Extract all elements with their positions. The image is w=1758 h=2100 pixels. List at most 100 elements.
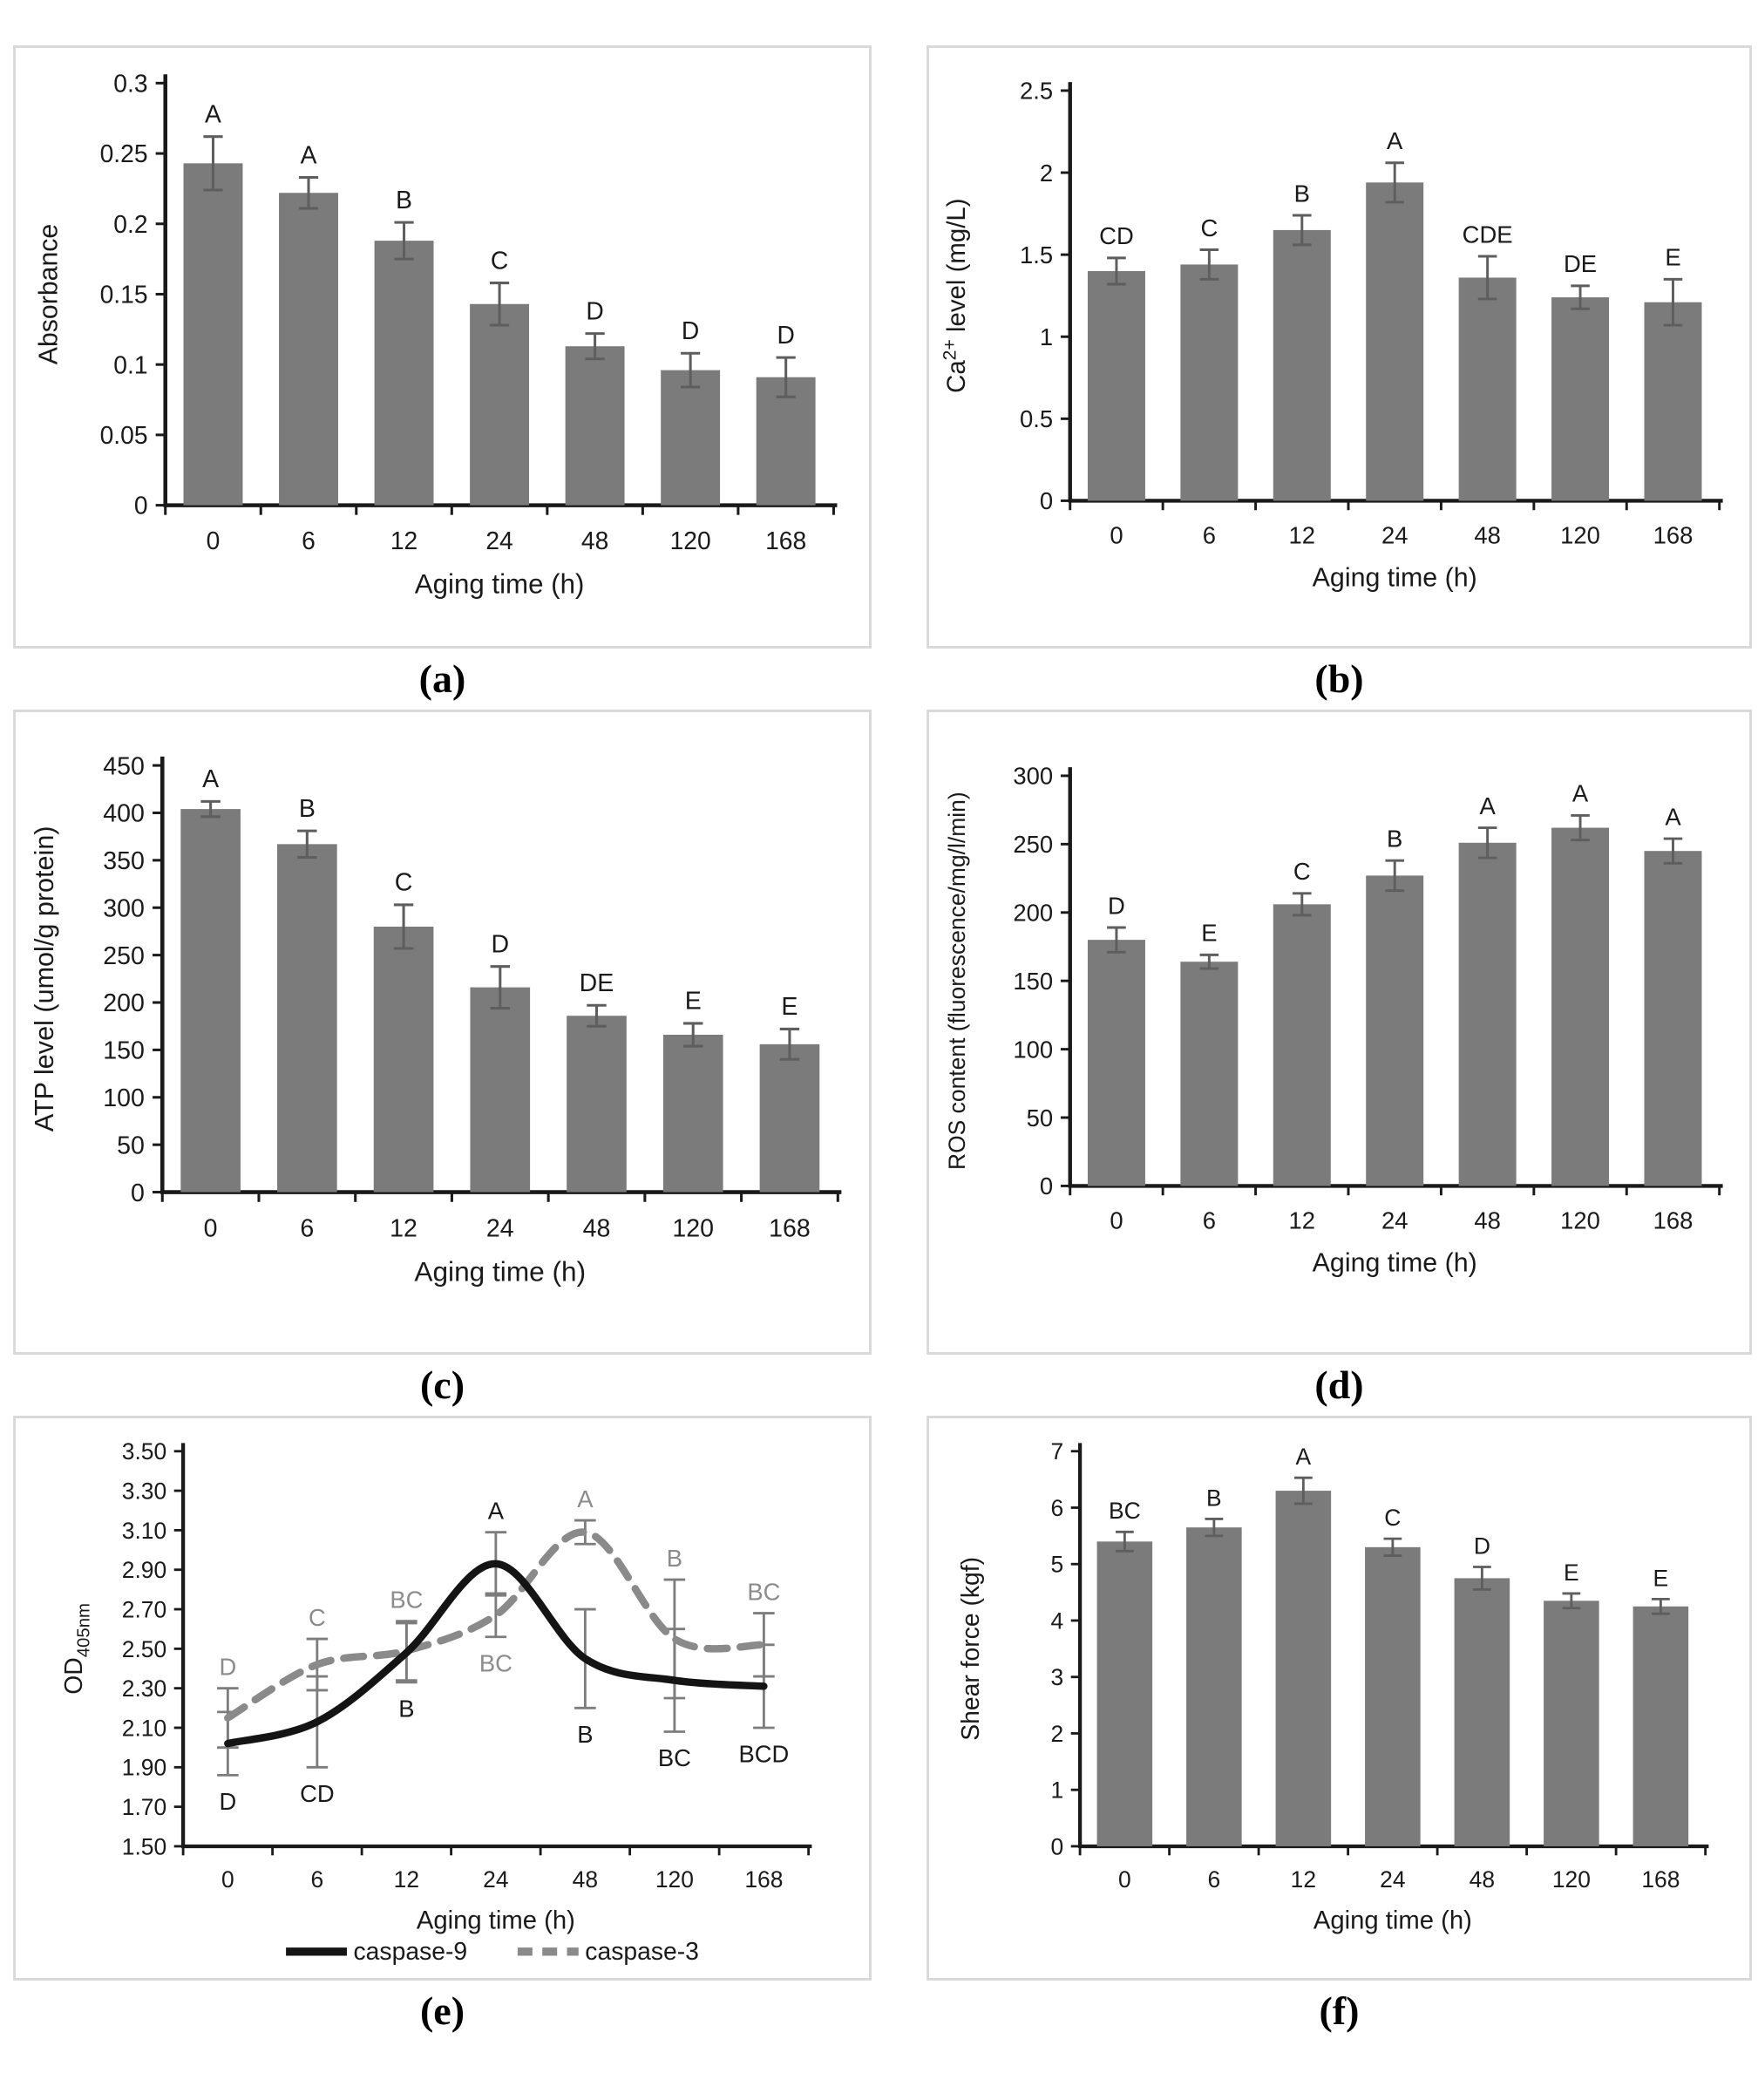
svg-text:300: 300 [1013, 763, 1053, 790]
svg-text:2.30: 2.30 [122, 1675, 166, 1702]
svg-text:1.5: 1.5 [1020, 241, 1053, 268]
svg-text:120: 120 [1560, 521, 1600, 548]
svg-text:C: C [395, 869, 413, 897]
x-axis-ticks: 0 6 12 24 48 120 168 [181, 1845, 811, 1893]
svg-text:CD: CD [1099, 222, 1134, 249]
panel-caption-f: (f) [1319, 1988, 1360, 2033]
svg-text:Aging time (h): Aging time (h) [1313, 1247, 1477, 1277]
svg-text:A: A [301, 140, 317, 168]
svg-text:DE: DE [1564, 250, 1597, 277]
panel-caption-e: (e) [419, 1988, 465, 2033]
sig-letters: CD C B A CDE DE E [1099, 127, 1681, 277]
figure-row-3: 1.50 1.70 1.90 2.10 2.30 2.50 2.70 2.90 3.10 3.30… [5, 1416, 1752, 2042]
svg-text:168: 168 [744, 1866, 783, 1893]
svg-text:CDE: CDE [1463, 221, 1513, 248]
svg-text:24: 24 [485, 527, 512, 554]
svg-text:24: 24 [483, 1866, 508, 1893]
x-axis-ticks: 0 6 12 24 48 120 168 [164, 505, 835, 554]
svg-text:0: 0 [204, 1215, 218, 1243]
svg-text:1: 1 [1051, 1777, 1064, 1804]
svg-text:300: 300 [103, 894, 145, 922]
y-axis-ticks: 0 1 2 3 4 5 6 7 [1051, 1438, 1081, 1859]
svg-text:0: 0 [1110, 1206, 1123, 1233]
svg-text:1.90: 1.90 [122, 1755, 166, 1781]
svg-text:E: E [1653, 1565, 1669, 1591]
svg-text:Aging time (h): Aging time (h) [1313, 1906, 1472, 1934]
cell-b: 0 0.5 1 1.5 2 2.5 0 6 12 24 48 120 168 Aging time (h)… [880, 45, 1752, 710]
error-bars [203, 135, 796, 398]
svg-text:OD405nm: OD405nm [60, 1603, 93, 1695]
svg-text:C: C [309, 1604, 326, 1631]
svg-text:B: B [1387, 825, 1402, 852]
svg-text:168: 168 [769, 1215, 811, 1243]
svg-text:C: C [491, 246, 508, 274]
figure-row-2: 0 50 100 150 200 250 300 350 400 450 0 6 12 24 48 120 16… [5, 710, 1752, 1416]
error-bars [1107, 813, 1683, 970]
svg-text:50: 50 [117, 1132, 145, 1159]
svg-text:D: D [777, 321, 794, 349]
svg-text:12: 12 [390, 527, 417, 554]
svg-text:200: 200 [1013, 900, 1053, 927]
svg-text:120: 120 [672, 1215, 714, 1243]
svg-text:3.30: 3.30 [122, 1478, 166, 1505]
x-axis-ticks: 0 6 12 24 48 120 168 [1069, 1186, 1721, 1233]
svg-text:A: A [205, 100, 221, 128]
svg-text:5: 5 [1051, 1552, 1064, 1578]
svg-text:D: D [1474, 1533, 1490, 1559]
svg-text:E: E [1201, 920, 1217, 947]
svg-text:1.70: 1.70 [122, 1794, 166, 1820]
panel-caption-a: (a) [418, 656, 466, 701]
svg-text:D: D [1108, 892, 1125, 919]
svg-text:BC: BC [1109, 1498, 1141, 1524]
panel-caption-d: (d) [1314, 1363, 1364, 1407]
svg-text:BC: BC [479, 1649, 512, 1676]
y-axis-ticks: 0 0.05 0.1 0.15 0.2 0.25 0.3 [100, 69, 166, 520]
svg-text:B: B [396, 186, 412, 214]
figure-page: 0 0.05 0.1 0.15 0.2 0.25 0.3 0 6 12 24 48 120 168 Agin… [5, 45, 1752, 2042]
svg-text:168: 168 [1653, 1206, 1694, 1233]
svg-text:A: A [488, 1498, 505, 1525]
panel-a-absorbance-chart: 0 0.05 0.1 0.15 0.2 0.25 0.3 0 6 12 24 48 120 168 Agin… [13, 45, 872, 649]
svg-text:E: E [781, 993, 798, 1021]
svg-text:200: 200 [103, 989, 145, 1017]
error-bars [1115, 1476, 1670, 1615]
svg-text:12: 12 [1289, 1206, 1316, 1233]
panel-caption-c: (c) [419, 1363, 465, 1407]
cell-d: 0 50 100 150 200 250 300 0 6 12 24 48 120 168 Aging ti… [880, 710, 1752, 1416]
error-bars [200, 799, 800, 1061]
bars [1096, 1491, 1689, 1846]
svg-text:48: 48 [581, 527, 608, 554]
svg-text:0.1: 0.1 [113, 350, 147, 378]
svg-text:E: E [1564, 1560, 1579, 1586]
bars [1087, 827, 1702, 1186]
svg-text:6: 6 [1203, 1206, 1216, 1233]
line-caspase-9 [224, 1560, 768, 1748]
svg-text:1.50: 1.50 [122, 1833, 166, 1859]
svg-text:168: 168 [1641, 1866, 1680, 1893]
svg-text:6: 6 [1208, 1866, 1221, 1893]
svg-text:BC: BC [658, 1744, 691, 1771]
svg-text:0.3: 0.3 [113, 69, 147, 97]
panel-d-ros-chart: 0 50 100 150 200 250 300 0 6 12 24 48 120 168 Aging ti… [927, 710, 1752, 1355]
svg-text:12: 12 [1291, 1866, 1316, 1893]
y-axis-ticks: 0 50 100 150 200 250 300 350 400 450 [103, 752, 163, 1207]
svg-text:12: 12 [394, 1866, 419, 1893]
error-bars [1107, 161, 1683, 327]
svg-text:0: 0 [207, 527, 221, 554]
svg-text:48: 48 [1474, 1206, 1501, 1233]
svg-text:ATP level (umol/g protein): ATP level (umol/g protein) [30, 826, 59, 1132]
x-axis-ticks: 0 6 12 24 48 120 168 [160, 1192, 839, 1243]
legend-label-caspase-3: caspase-3 [585, 1938, 699, 1966]
svg-text:2: 2 [1040, 160, 1053, 187]
chart-d: 0 50 100 150 200 250 300 0 6 12 24 48 120 168 Aging ti… [944, 763, 1723, 1277]
legend: caspase-9 caspase-3 [286, 1938, 699, 1966]
cell-a: 0 0.05 0.1 0.15 0.2 0.25 0.3 0 6 12 24 48 120 168 Agin… [5, 45, 880, 710]
svg-text:E: E [685, 988, 702, 1016]
cell-c: 0 50 100 150 200 250 300 350 400 450 0 6 12 24 48 120 16… [5, 710, 880, 1416]
svg-text:Ca2+ level (mg/L): Ca2+ level (mg/L) [940, 198, 971, 392]
svg-text:120: 120 [1560, 1206, 1600, 1233]
svg-text:12: 12 [1289, 521, 1316, 548]
svg-text:350: 350 [103, 847, 145, 875]
svg-text:0.5: 0.5 [1020, 405, 1053, 432]
